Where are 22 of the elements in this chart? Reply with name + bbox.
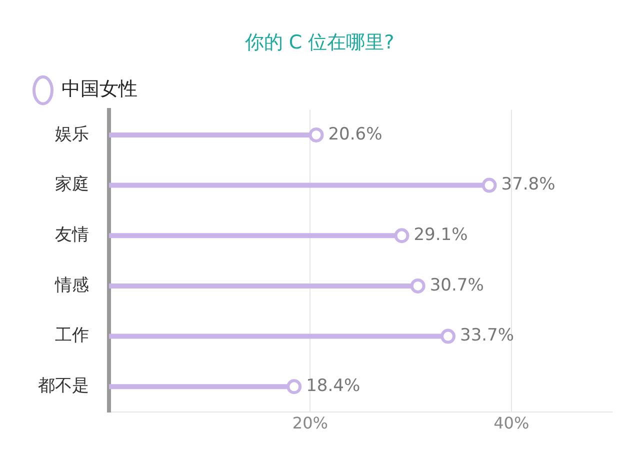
data-label: 18.4%: [306, 376, 360, 396]
y-tick-label: 家庭: [55, 174, 89, 195]
y-tick-label: 都不是: [38, 376, 89, 396]
y-tick-label: 友情: [55, 225, 89, 246]
y-tick-label: 娱乐: [55, 124, 89, 144]
data-label: 30.7%: [430, 275, 484, 296]
y-tick-label: 情感: [54, 275, 89, 296]
point: [308, 127, 324, 142]
point: [394, 228, 410, 244]
point: [482, 178, 497, 193]
point: [410, 278, 426, 294]
x-tick-label: 40%: [494, 414, 530, 433]
y-tick-label: 工作: [55, 326, 89, 346]
point: [286, 379, 302, 394]
chart-title: 你的 C 位在哪里?: [244, 31, 394, 54]
data-label: 29.1%: [414, 225, 468, 246]
point: [440, 328, 456, 344]
data-label: 37.8%: [501, 174, 556, 195]
x-tick-label: 20%: [292, 414, 328, 433]
data-label: 33.7%: [460, 326, 514, 346]
legend-label: 中国女性: [62, 78, 138, 100]
data-label: 20.6%: [328, 124, 382, 144]
